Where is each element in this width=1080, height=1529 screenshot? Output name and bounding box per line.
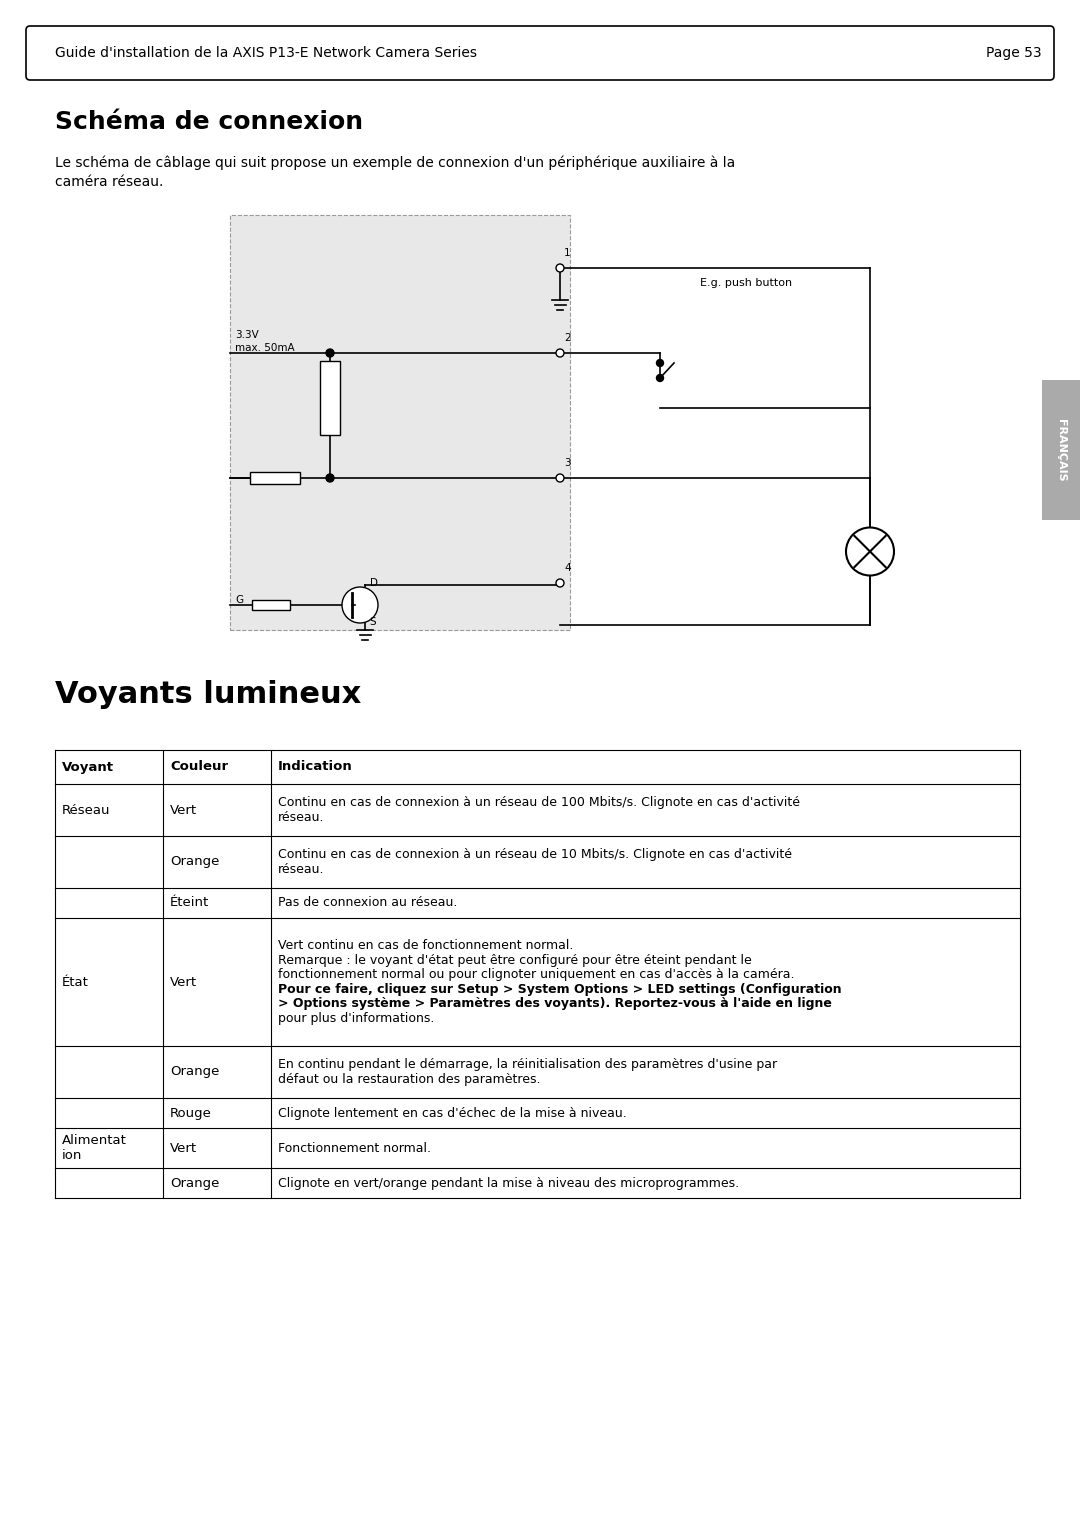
Text: Orange: Orange xyxy=(170,1066,219,1078)
Circle shape xyxy=(846,528,894,575)
Text: 2: 2 xyxy=(564,333,570,342)
Text: En continu pendant le démarrage, la réinitialisation des paramètres d'usine par: En continu pendant le démarrage, la réin… xyxy=(278,1058,778,1072)
Text: S: S xyxy=(369,618,376,627)
Text: 1: 1 xyxy=(564,248,570,258)
Text: fonctionnement normal ou pour clignoter uniquement en cas d'accès à la caméra.: fonctionnement normal ou pour clignoter … xyxy=(278,968,795,982)
Text: Le schéma de câblage qui suit propose un exemple de connexion d'un périphérique : Le schéma de câblage qui suit propose un… xyxy=(55,154,735,190)
Text: Pour ce faire, cliquez sur Setup > System Options > LED settings (Configuration: Pour ce faire, cliquez sur Setup > Syste… xyxy=(278,983,841,995)
Circle shape xyxy=(556,579,564,587)
Text: max. 50mA: max. 50mA xyxy=(235,342,295,353)
Text: Vert: Vert xyxy=(170,1142,198,1154)
Text: Réseau: Réseau xyxy=(62,804,110,816)
Text: réseau.: réseau. xyxy=(278,862,324,876)
Text: ion: ion xyxy=(62,1148,82,1162)
Text: Voyant: Voyant xyxy=(62,760,114,774)
Text: Vert: Vert xyxy=(170,976,198,989)
Text: Guide d'installation de la AXIS P13-E Network Camera Series: Guide d'installation de la AXIS P13-E Ne… xyxy=(55,46,477,60)
Text: Orange: Orange xyxy=(170,856,219,868)
Circle shape xyxy=(657,375,663,382)
Bar xyxy=(1042,381,1080,520)
Text: 4: 4 xyxy=(564,563,570,573)
Text: défaut ou la restauration des paramètres.: défaut ou la restauration des paramètres… xyxy=(278,1073,540,1086)
Text: 3: 3 xyxy=(564,459,570,468)
Circle shape xyxy=(556,265,564,272)
Text: Page 53: Page 53 xyxy=(986,46,1042,60)
Circle shape xyxy=(556,349,564,356)
Text: Fonctionnement normal.: Fonctionnement normal. xyxy=(278,1142,431,1154)
Text: Alimentat: Alimentat xyxy=(62,1135,126,1147)
Text: Orange: Orange xyxy=(170,1176,219,1190)
Circle shape xyxy=(342,587,378,622)
Text: Clignote en vert/orange pendant la mise à niveau des microprogrammes.: Clignote en vert/orange pendant la mise … xyxy=(278,1176,739,1190)
Text: Clignote lentement en cas d'échec de la mise à niveau.: Clignote lentement en cas d'échec de la … xyxy=(278,1107,626,1119)
Text: Continu en cas de connexion à un réseau de 100 Mbits/s. Clignote en cas d'activi: Continu en cas de connexion à un réseau … xyxy=(278,797,800,809)
Circle shape xyxy=(326,474,334,482)
Circle shape xyxy=(556,474,564,482)
Circle shape xyxy=(326,349,334,356)
Text: Vert: Vert xyxy=(170,804,198,816)
Text: FRANÇAIS: FRANÇAIS xyxy=(1056,419,1066,482)
Text: Vert continu en cas de fonctionnement normal.: Vert continu en cas de fonctionnement no… xyxy=(278,939,573,953)
Bar xyxy=(320,361,340,434)
Text: Voyants lumineux: Voyants lumineux xyxy=(55,680,361,709)
Text: Schéma de connexion: Schéma de connexion xyxy=(55,110,363,135)
Text: > Options système > Paramètres des voyants). Reportez-vous à l'aide en ligne: > Options système > Paramètres des voyan… xyxy=(278,997,832,1011)
Bar xyxy=(230,216,570,630)
Text: G: G xyxy=(235,595,243,605)
Text: Couleur: Couleur xyxy=(170,760,228,774)
Text: Continu en cas de connexion à un réseau de 10 Mbits/s. Clignote en cas d'activit: Continu en cas de connexion à un réseau … xyxy=(278,849,792,861)
Text: Remarque : le voyant d'état peut être configuré pour être éteint pendant le: Remarque : le voyant d'état peut être co… xyxy=(278,954,752,966)
Text: D: D xyxy=(370,578,378,589)
Text: Pas de connexion au réseau.: Pas de connexion au réseau. xyxy=(278,896,457,910)
Circle shape xyxy=(657,359,663,367)
Text: 3.3V: 3.3V xyxy=(235,330,259,339)
Text: État: État xyxy=(62,976,89,989)
FancyBboxPatch shape xyxy=(26,26,1054,80)
Text: Éteint: Éteint xyxy=(170,896,210,910)
Text: Rouge: Rouge xyxy=(170,1107,212,1119)
Text: pour plus d'informations.: pour plus d'informations. xyxy=(278,1012,434,1024)
Text: Indication: Indication xyxy=(278,760,353,774)
Text: E.g. push button: E.g. push button xyxy=(700,278,792,287)
Text: réseau.: réseau. xyxy=(278,810,324,824)
Bar xyxy=(249,472,300,485)
Bar xyxy=(252,599,291,610)
